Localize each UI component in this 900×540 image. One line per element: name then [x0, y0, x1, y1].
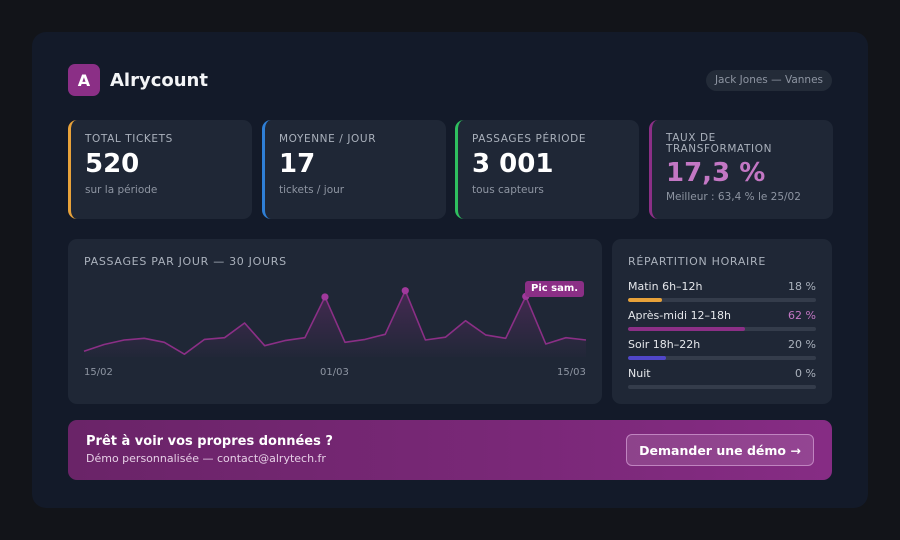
hour-label: Nuit	[628, 367, 651, 380]
peak-point	[321, 293, 329, 301]
kpi-total-tickets: TOTAL TICKETS 520 sur la période	[68, 120, 252, 219]
chart-svg	[83, 287, 587, 357]
hour-track	[628, 385, 816, 389]
kpi-sub: sur la période	[85, 184, 158, 196]
cta-title: Prêt à voir vos propres données ?	[86, 434, 333, 449]
hour-row-night: Nuit 0 %	[628, 367, 816, 389]
hour-pct: 0 %	[795, 367, 816, 380]
kpi-label: TOTAL TICKETS	[85, 133, 173, 145]
hour-pct: 18 %	[788, 280, 816, 293]
hour-fill	[628, 356, 666, 360]
cta-banner: Prêt à voir vos propres données ? Démo p…	[68, 420, 832, 480]
hour-track	[628, 298, 816, 302]
kpi-conversion-rate: TAUX DE TRANSFORMATION 17,3 % Meilleur :…	[649, 120, 833, 219]
hour-row-afternoon: Après-midi 12–18h 62 %	[628, 309, 816, 331]
kpi-average-per-day: MOYENNE / JOUR 17 tickets / jour	[262, 120, 446, 219]
chart-area	[84, 290, 586, 357]
hourly-breakdown: RÉPARTITION HORAIRE Matin 6h–12h 18 % Apr…	[612, 239, 832, 404]
brand: A Alrycount	[68, 64, 208, 96]
hour-label: Après-midi 12–18h	[628, 309, 732, 322]
hourly-title: RÉPARTITION HORAIRE	[628, 255, 766, 268]
hour-pct: 20 %	[788, 338, 816, 351]
kpi-value: 520	[85, 149, 140, 179]
hour-label: Matin 6h–12h	[628, 280, 703, 293]
x-tick-end: 15/03	[557, 367, 586, 378]
peak-point	[401, 287, 409, 295]
hour-fill	[628, 298, 662, 302]
kpi-label: TAUX DE TRANSFORMATION	[666, 132, 773, 155]
brand-logo: A	[68, 64, 100, 96]
x-tick-start: 15/02	[84, 367, 113, 378]
chart-line	[83, 289, 587, 355]
kpi-label: PASSAGES PÉRIODE	[472, 133, 587, 145]
kpi-value: 17	[279, 149, 316, 179]
daily-passages-chart: PASSAGES PAR JOUR — 30 JOURS Pic sam. 15…	[68, 239, 602, 404]
kpi-sub: tous capteurs	[472, 184, 544, 196]
user-badge: Jack Jones — Vannes	[705, 70, 832, 91]
kpi-label: MOYENNE / JOUR	[279, 133, 377, 145]
kpi-value: 3 001	[472, 149, 554, 179]
hour-label: Soir 18h–22h	[628, 338, 701, 351]
request-demo-button[interactable]: Demander une démo →	[626, 434, 814, 466]
chart-title: PASSAGES PAR JOUR — 30 JOURS	[84, 255, 287, 268]
x-tick-mid: 01/03	[320, 367, 349, 378]
kpi-passages: PASSAGES PÉRIODE 3 001 tous capteurs	[455, 120, 639, 219]
hour-fill	[628, 327, 745, 331]
hour-row-evening: Soir 18h–22h 20 %	[628, 338, 816, 360]
brand-name: Alrycount	[110, 69, 208, 91]
hour-pct: 62 %	[788, 309, 816, 322]
hour-row-morning: Matin 6h–12h 18 %	[628, 280, 816, 302]
hour-track	[628, 327, 816, 331]
hour-track	[628, 356, 816, 360]
cta-subtitle: Démo personnalisée — contact@alrytech.fr	[86, 452, 326, 465]
kpi-value: 17,3 %	[666, 158, 766, 188]
peak-badge: Pic sam.	[525, 281, 585, 297]
kpi-sub: Meilleur : 63,4 % le 25/02	[666, 191, 801, 203]
kpi-sub: tickets / jour	[279, 184, 345, 196]
